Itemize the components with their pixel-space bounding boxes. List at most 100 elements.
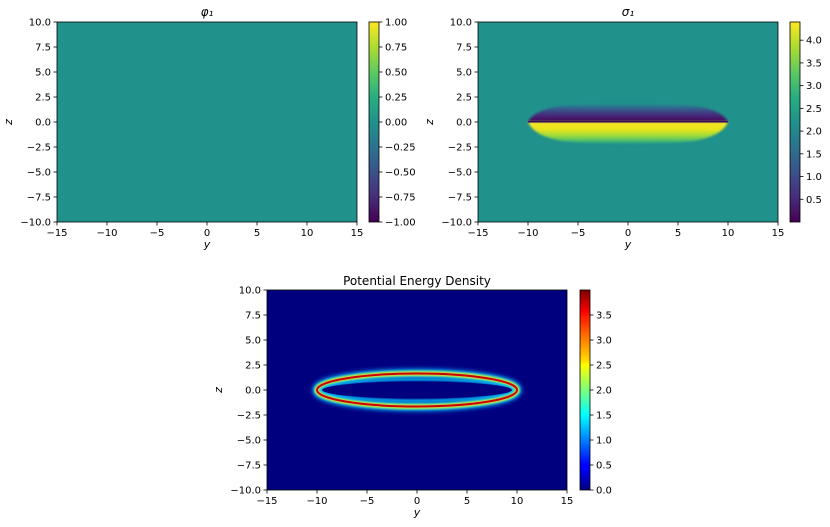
phi-title: φ₁	[201, 5, 214, 19]
x-tick-label: −5	[360, 496, 375, 507]
y-tick-label: 2.5	[35, 93, 51, 104]
x-tick-label: −15	[256, 496, 277, 507]
y-tick-label: −7.5	[237, 461, 261, 472]
energy-ring	[312, 369, 522, 411]
energy-colorbar	[579, 289, 591, 491]
y-tick-label: 5.0	[245, 336, 261, 347]
x-tick-label: 15	[772, 228, 785, 239]
sigma-xlabel: y	[624, 238, 632, 251]
y-tick-label: −10.0	[230, 486, 261, 497]
y-tick-label: 7.5	[35, 43, 51, 54]
y-tick-label: 0.0	[456, 118, 472, 129]
colorbar-tick-label: 3.0	[596, 336, 612, 347]
y-tick-label: −5.0	[237, 436, 261, 447]
sigma-title: σ₁	[622, 5, 635, 19]
x-tick-label: −10	[517, 228, 538, 239]
phi-colorbar-ticks: −1.00 −0.75 −0.50 −0.25 0.00 0.25 0.50 0.75 1.00	[379, 18, 416, 229]
y-tick-label: −5.0	[448, 168, 472, 179]
x-tick-label: −10	[96, 228, 117, 239]
x-tick-label: −15	[467, 228, 488, 239]
y-tick-label: 2.5	[456, 93, 472, 104]
sigma-feature	[528, 103, 728, 145]
colorbar-tick-label: 1.0	[596, 436, 612, 447]
phi-xlabel: y	[203, 238, 211, 251]
colorbar-tick-label: 1.0	[806, 172, 822, 183]
colorbar-tick-label: 0.50	[385, 68, 407, 79]
y-tick-label: 10.0	[239, 286, 261, 297]
colorbar-tick-label: 3.5	[596, 311, 612, 322]
colorbar-tick-label: −0.25	[385, 143, 416, 154]
colorbar-tick-label: 1.5	[806, 149, 822, 160]
energy-ring-inner-dark	[322, 381, 512, 399]
colorbar-tick-label: −1.00	[385, 218, 416, 229]
phi-axes: −15 −10 −5 0 5 10 15 −10.0 −7.5 −5.0 −2.5 0.0 2.5 5.0…	[20, 18, 363, 240]
x-tick-label: 10	[511, 496, 524, 507]
colorbar-tick-label: 1.5	[596, 411, 612, 422]
sigma-center-line	[528, 121, 728, 123]
y-tick-label: 7.5	[456, 43, 472, 54]
x-tick-label: 10	[722, 228, 735, 239]
x-tick-label: 5	[675, 228, 681, 239]
y-tick-label: 10.0	[29, 18, 51, 29]
y-tick-label: −10.0	[441, 218, 472, 229]
y-tick-label: 7.5	[245, 311, 261, 322]
colorbar-tick-label: 3.0	[806, 81, 822, 92]
colorbar-tick-label: 0.5	[596, 461, 612, 472]
sigma-colorbar-ticks: 0.5 1.0 1.5 2.0 2.5 3.0 3.5 4.0	[800, 36, 822, 206]
energy-axes: −15 −10 −5 0 5 10 15 −10.0 −7.5 −5.0 −2.5 0.0 2.5 5.0…	[230, 286, 573, 508]
colorbar-tick-label: 3.5	[806, 58, 822, 69]
energy-ylabel: z	[212, 387, 225, 394]
energy-xlabel: y	[413, 506, 421, 519]
colorbar-tick-label: 0.25	[385, 93, 407, 104]
x-tick-label: −10	[306, 496, 327, 507]
colorbar-tick-label: 0.75	[385, 43, 407, 54]
x-tick-label: 15	[561, 496, 574, 507]
colorbar-tick-label: −0.75	[385, 193, 416, 204]
energy-ring-core	[316, 372, 518, 408]
x-tick-label: −5	[571, 228, 586, 239]
x-tick-label: 5	[464, 496, 470, 507]
colorbar-tick-label: 2.5	[596, 361, 612, 372]
x-tick-label: −5	[150, 228, 165, 239]
colorbar-tick-label: 2.0	[806, 127, 822, 138]
phi-ylabel: z	[2, 119, 15, 126]
phi-field	[57, 22, 357, 222]
energy-colorbar-ticks: 0.0 0.5 1.0 1.5 2.0 2.5 3.0 3.5	[590, 311, 612, 497]
sigma-panel: σ₁ −15 −10 −5 0 5 10 15 −10.0 −7.5 −5.0 −2.5 0.0 2.5…	[423, 5, 822, 251]
x-tick-label: 0	[204, 228, 210, 239]
y-tick-label: −2.5	[237, 411, 261, 422]
phi-panel: φ₁ −15 −10 −5 0 5 10 15 −10.0 −7.5 −5.0 −2.5 0.0 2.5…	[2, 5, 416, 251]
y-tick-label: 5.0	[35, 68, 51, 79]
phi-colorbar	[368, 21, 380, 223]
colorbar-tick-label: 1.00	[385, 18, 407, 29]
y-tick-label: 2.5	[245, 361, 261, 372]
y-tick-label: 0.0	[35, 118, 51, 129]
x-tick-label: 15	[351, 228, 364, 239]
x-tick-label: 5	[254, 228, 260, 239]
energy-panel: Potential Energy Density −15 −10 −5 0 5 10 15−…	[212, 274, 612, 519]
x-tick-label: −15	[46, 228, 67, 239]
y-tick-label: −2.5	[27, 143, 51, 154]
sigma-upper-lobe	[528, 103, 728, 122]
colorbar-tick-label: 0.0	[596, 486, 612, 497]
y-tick-label: −10.0	[20, 218, 51, 229]
x-tick-label: 0	[414, 496, 420, 507]
colorbar-tick-label: 2.0	[596, 386, 612, 397]
y-tick-label: 10.0	[450, 18, 472, 29]
colorbar-tick-label: 0.00	[385, 118, 407, 129]
sigma-ylabel: z	[423, 119, 436, 126]
sigma-lower-lobe	[528, 122, 728, 145]
y-tick-label: 0.0	[245, 386, 261, 397]
sigma-axes: −15 −10 −5 0 5 10 15 −10.0 −7.5 −5.0 −2.5 0.0 2.5 5.0…	[441, 18, 784, 240]
colorbar-tick-label: 2.5	[806, 104, 822, 115]
x-tick-label: 0	[625, 228, 631, 239]
y-tick-label: −5.0	[27, 168, 51, 179]
colorbar-tick-label: 0.5	[806, 195, 822, 206]
colorbar-tick-label: 4.0	[806, 36, 822, 47]
x-tick-label: 10	[301, 228, 314, 239]
energy-ring-inner-band	[320, 378, 514, 402]
y-tick-label: −7.5	[27, 193, 51, 204]
y-tick-label: −7.5	[448, 193, 472, 204]
y-tick-label: 5.0	[456, 68, 472, 79]
